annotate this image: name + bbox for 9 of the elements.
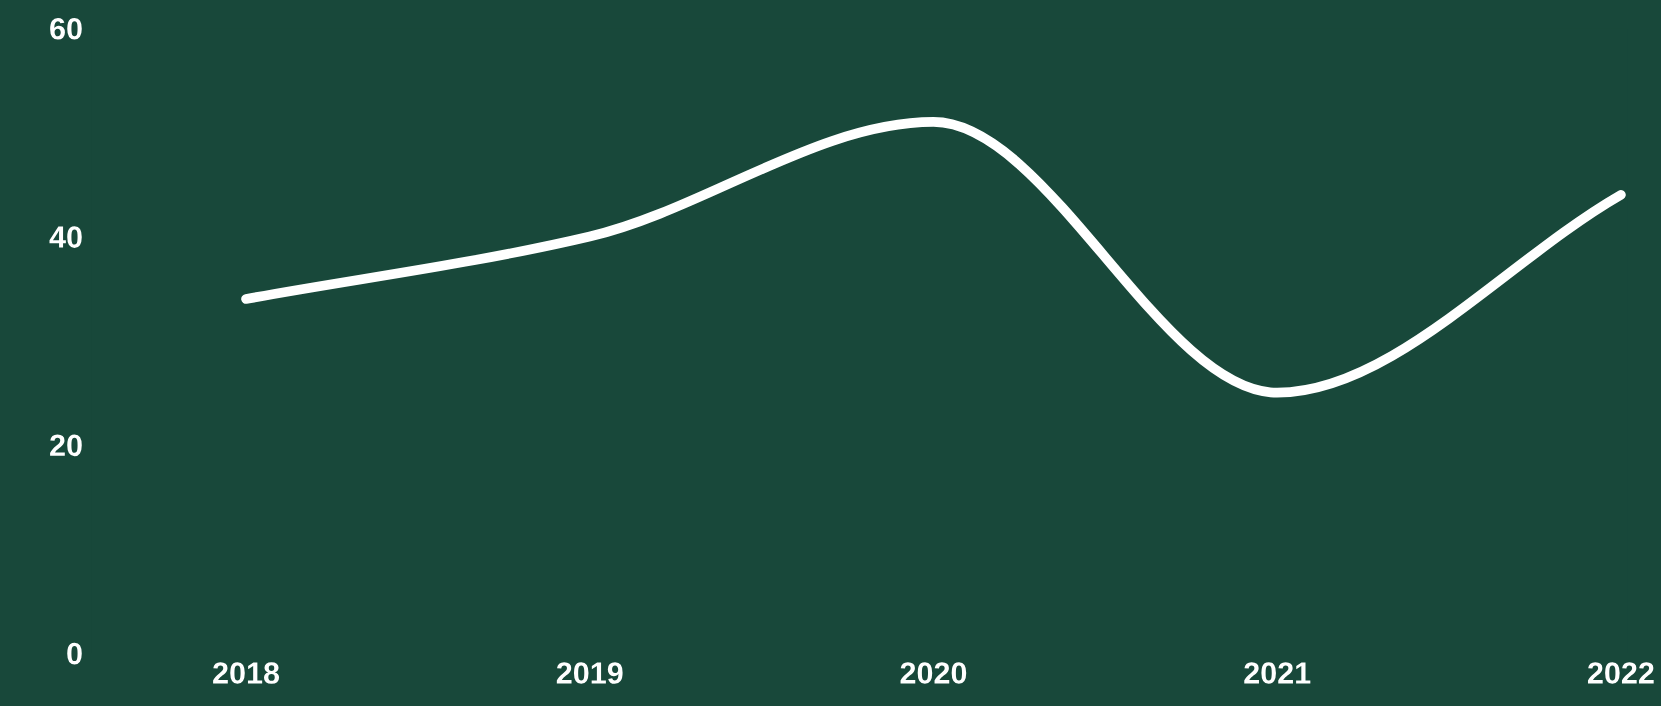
x-tick-label: 2020 [900, 662, 967, 684]
x-tick-label: 2019 [556, 662, 623, 684]
x-tick-label: 2022 [1587, 662, 1654, 684]
y-tick-label: 0 [67, 642, 82, 665]
y-tick-label: 40 [49, 226, 82, 248]
x-tick-label: 2021 [1244, 662, 1311, 684]
y-tick-label: 20 [50, 434, 82, 457]
y-tick-label: 60 [50, 17, 82, 40]
x-tick-label: 2018 [213, 662, 280, 684]
